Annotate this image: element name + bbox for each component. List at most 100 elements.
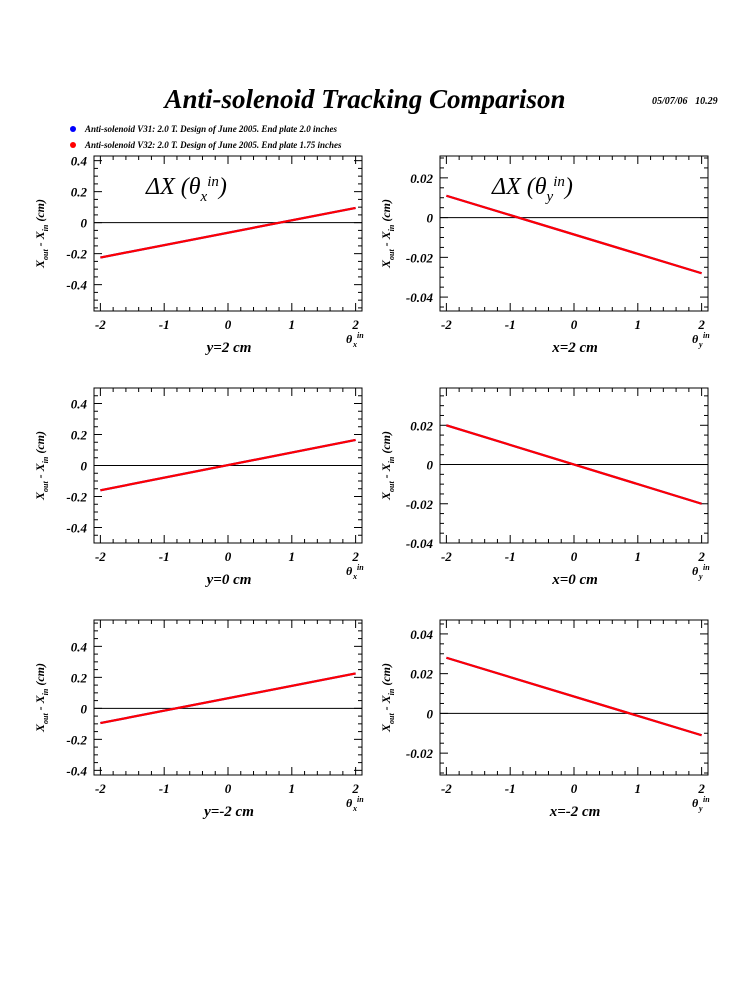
- x-tick-label: 2: [697, 781, 705, 796]
- y-tick-label: 0.4: [71, 397, 88, 412]
- y-tick-label: 0.4: [71, 154, 88, 169]
- legend-marker-v32: [70, 141, 76, 148]
- x-variable-name: θ yin: [692, 563, 710, 581]
- x-variable-subscript: y: [698, 804, 703, 813]
- x-variable-name: θ xin: [346, 563, 364, 581]
- y-tick-label: -0.02: [406, 497, 434, 512]
- x-tick-label: -1: [505, 781, 516, 796]
- x-tick-label: -2: [95, 317, 106, 332]
- x-variable-theta: θ: [692, 564, 699, 578]
- y-tick-label: 0: [427, 458, 434, 473]
- x-variable-subscript: x: [352, 804, 357, 813]
- x-tick-label: 1: [289, 781, 296, 796]
- x-tick-label: 0: [225, 317, 232, 332]
- date-text: 05/07/06: [652, 96, 688, 107]
- series-line-v32: [446, 194, 702, 275]
- x-tick-label: 0: [571, 549, 578, 564]
- x-variable-theta: θ: [346, 564, 353, 578]
- y-axis-label: Xout - Xin (cm): [33, 199, 50, 269]
- x-tick-label: -2: [441, 549, 452, 564]
- y-tick-label: 0: [427, 211, 434, 226]
- y-tick-label: -0.04: [406, 290, 434, 305]
- series-line-v32: [446, 424, 702, 505]
- y-tick-label: -0.4: [66, 763, 87, 778]
- y-tick-label: 0: [427, 706, 434, 721]
- legend-item-v31: Anti-solenoid V31: 2.0 T. Design of June…: [70, 123, 337, 137]
- x-tick-label: 0: [571, 317, 578, 332]
- y-tick-label: -0.4: [66, 521, 87, 536]
- x-tick-label: 2: [351, 549, 359, 564]
- series-line-v32: [100, 206, 356, 259]
- x-variable-theta: θ: [692, 796, 699, 810]
- legend-label-v31: Anti-solenoid V31: 2.0 T. Design of June…: [85, 123, 337, 134]
- x-variable-superscript: in: [357, 563, 364, 572]
- plot-annotation: ΔX (θyin): [491, 174, 573, 205]
- y-tick-label: 0.2: [71, 185, 88, 200]
- x-tick-label: 2: [697, 317, 705, 332]
- legend-item-v32: Anti-solenoid V32: 2.0 T. Design of June…: [70, 139, 341, 153]
- datestamp: 05/07/06 10.29: [652, 96, 718, 107]
- time-text: 10.29: [695, 96, 718, 107]
- x-tick-label: -2: [441, 781, 452, 796]
- chart-panel-2: -2 -1 0 1 2 0.02 0 -0.02 -0.04 Xout - Xin (cm) x=2…: [379, 155, 710, 356]
- x-tick-label: 1: [635, 781, 642, 796]
- y-tick-label: 0.2: [71, 670, 88, 685]
- y-tick-label: -0.2: [66, 490, 87, 505]
- y-axis-label: Xout - Xin (cm): [379, 431, 396, 501]
- chart-panel-1: -2 -1 0 1 2 0.4 0.2 0 -0.2 -0.4 Xout - Xin (cm) y=2…: [33, 154, 364, 356]
- x-variable-superscript: in: [703, 331, 710, 340]
- x-variable-subscript: x: [352, 572, 357, 581]
- x-tick-label: -1: [505, 549, 516, 564]
- x-variable-name: θ yin: [692, 331, 710, 349]
- series-line-v32: [100, 438, 356, 492]
- y-tick-label: 0.02: [410, 667, 433, 682]
- x-tick-label: 2: [697, 549, 705, 564]
- x-variable-superscript: in: [703, 563, 710, 572]
- x-variable-name: θ yin: [692, 795, 710, 813]
- x-tick-label: -1: [505, 317, 516, 332]
- y-tick-label: 0: [81, 216, 88, 231]
- y-tick-label: -0.02: [406, 250, 434, 265]
- y-axis-label: Xout - Xin (cm): [379, 199, 396, 269]
- y-tick-label: -0.2: [66, 732, 87, 747]
- x-variable-name: θ xin: [346, 795, 364, 813]
- x-tick-label: 1: [635, 549, 642, 564]
- legend-label-v32: Anti-solenoid V32: 2.0 T. Design of June…: [85, 139, 342, 150]
- x-axis-label: y=0 cm: [205, 572, 252, 588]
- x-variable-subscript: y: [698, 340, 703, 349]
- plot-annotation: ΔX (θxin): [145, 174, 227, 205]
- x-variable-subscript: x: [352, 340, 357, 349]
- x-tick-label: 1: [635, 317, 642, 332]
- x-tick-label: 2: [351, 317, 359, 332]
- x-variable-superscript: in: [357, 795, 364, 804]
- legend-marker-v31: [70, 125, 76, 132]
- y-tick-label: 0.02: [410, 418, 433, 433]
- x-variable-theta: θ: [692, 332, 699, 346]
- x-variable-subscript: y: [698, 572, 703, 581]
- x-tick-label: -1: [159, 781, 170, 796]
- page-title: Anti-solenoid Tracking Comparison: [164, 84, 566, 114]
- y-axis-label: Xout - Xin (cm): [33, 663, 50, 733]
- x-tick-label: 1: [289, 317, 296, 332]
- x-tick-label: 0: [225, 781, 232, 796]
- x-axis-label: y=-2 cm: [202, 804, 254, 820]
- x-tick-label: -1: [159, 549, 170, 564]
- x-tick-label: -1: [159, 317, 170, 332]
- chart-panel-6: -2 -1 0 1 2 0.04 0.02 0 -0.02 Xout - Xin (cm) x=-2…: [379, 619, 710, 820]
- y-tick-label: 0.02: [410, 171, 433, 186]
- series-line-v32: [100, 672, 356, 725]
- y-axis-label: Xout - Xin (cm): [379, 663, 396, 733]
- x-axis-label: x=-2 cm: [549, 804, 601, 820]
- y-tick-label: -0.4: [66, 278, 87, 293]
- y-axis-label: Xout - Xin (cm): [33, 431, 50, 501]
- y-tick-label: 0: [81, 459, 88, 474]
- y-tick-label: -0.2: [66, 247, 87, 262]
- chart-panel-5: -2 -1 0 1 2 0.4 0.2 0 -0.2 -0.4 Xout - Xin (cm) y=-…: [33, 619, 364, 820]
- y-tick-label: 0: [81, 701, 88, 716]
- y-tick-label: 0.2: [71, 428, 88, 443]
- x-variable-theta: θ: [346, 796, 353, 810]
- y-tick-label: 0.4: [71, 639, 88, 654]
- y-tick-label: 0.04: [410, 627, 433, 642]
- series-line-v32: [446, 656, 702, 737]
